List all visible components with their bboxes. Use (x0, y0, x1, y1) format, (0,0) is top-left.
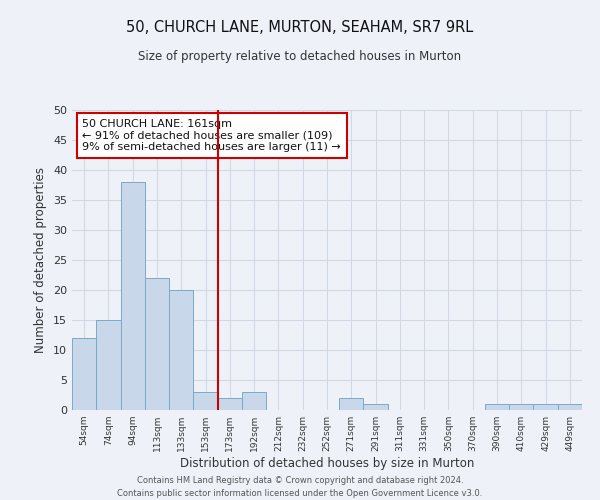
Bar (121, 182, 145, 410)
Bar (242, 392, 266, 410)
Text: 50 CHURCH LANE: 161sqm
← 91% of detached houses are smaller (109)
9% of semi-det: 50 CHURCH LANE: 161sqm ← 91% of detached… (82, 119, 341, 152)
Bar (96, 320, 121, 410)
Bar (485, 404, 509, 410)
Y-axis label: Number of detached properties: Number of detached properties (34, 167, 47, 353)
Bar (533, 404, 558, 410)
Bar (218, 398, 242, 410)
Bar (558, 404, 582, 410)
Text: 50, CHURCH LANE, MURTON, SEAHAM, SR7 9RL: 50, CHURCH LANE, MURTON, SEAHAM, SR7 9RL (127, 20, 473, 35)
Bar (169, 290, 193, 410)
Bar (364, 404, 388, 410)
Text: Contains public sector information licensed under the Open Government Licence v3: Contains public sector information licen… (118, 488, 482, 498)
Bar (193, 392, 218, 410)
Text: Size of property relative to detached houses in Murton: Size of property relative to detached ho… (139, 50, 461, 63)
X-axis label: Distribution of detached houses by size in Murton: Distribution of detached houses by size … (180, 457, 474, 470)
Bar (72, 338, 96, 410)
Bar (145, 278, 169, 410)
Bar (339, 398, 364, 410)
Text: Contains HM Land Registry data © Crown copyright and database right 2024.: Contains HM Land Registry data © Crown c… (137, 476, 463, 485)
Bar (509, 404, 533, 410)
